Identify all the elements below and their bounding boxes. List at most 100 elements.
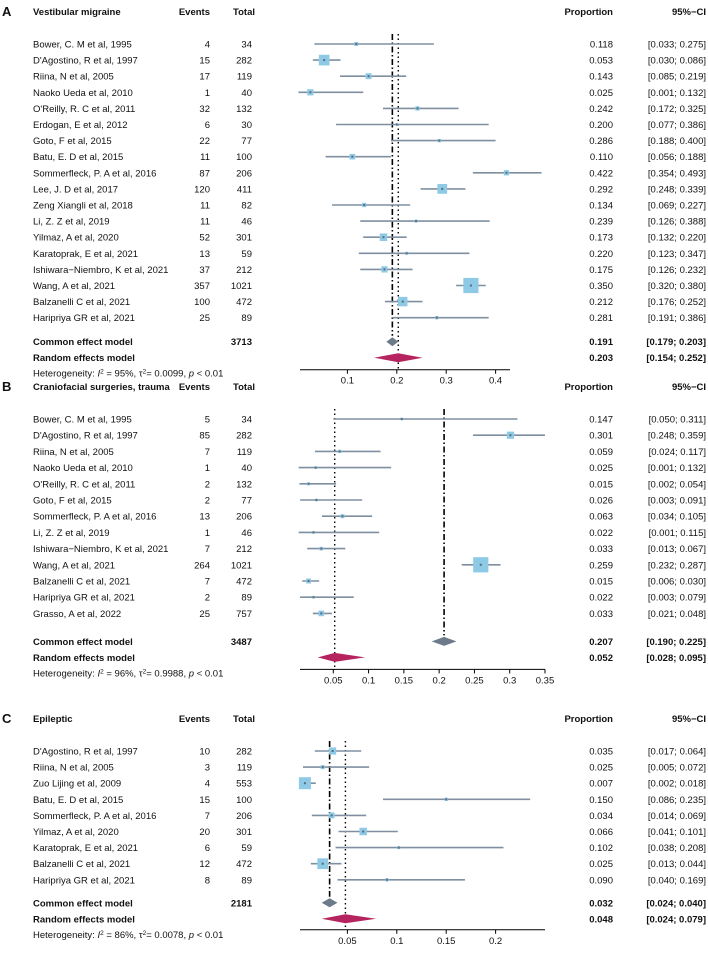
- study-proportion: 0.025: [589, 763, 613, 774]
- study-events: 17: [199, 72, 210, 83]
- heterogeneity-fragment: p: [188, 668, 194, 679]
- study-point: [441, 187, 444, 190]
- study-events: 264: [194, 560, 210, 571]
- study-point: [509, 434, 512, 437]
- common-effect-label: Common effect model: [33, 337, 133, 348]
- heterogeneity-value: < 0.01: [197, 930, 224, 941]
- study-point: [323, 59, 326, 62]
- study-proportion: 0.025: [589, 463, 613, 474]
- study-name: Li, Z. Z et al, 2019: [33, 528, 110, 539]
- study-proportion: 0.150: [589, 795, 613, 806]
- study-ci: [0.123; 0.347]: [648, 249, 706, 260]
- study-name: Haripriya GR et al, 2021: [33, 875, 135, 886]
- study-events: 85: [199, 431, 210, 442]
- study-name: Yilmaz, A et al, 2020: [33, 827, 119, 838]
- study-name: Zuo Lijing et al, 2009: [33, 779, 121, 790]
- study-name: Karatoprak, E et al, 2021: [33, 843, 138, 854]
- study-proportion: 0.063: [589, 512, 613, 523]
- study-ci: [0.002; 0.018]: [648, 779, 706, 790]
- study-point: [435, 316, 438, 319]
- study-events: 87: [199, 168, 210, 179]
- study-point: [341, 515, 344, 518]
- random-effects-diamond: [374, 353, 423, 363]
- panel-title: Epileptic: [33, 714, 73, 725]
- study-ci: [0.040; 0.169]: [648, 875, 706, 886]
- study-name: Goto, F et al, 2015: [33, 496, 112, 507]
- study-events: 3: [205, 763, 210, 774]
- study-name: Naoko Ueda et al, 2010: [33, 88, 133, 99]
- header-total: Total: [233, 714, 255, 725]
- study-events: 7: [205, 544, 210, 555]
- common-effect-label: Common effect model: [33, 637, 133, 648]
- header-proportion: Proportion: [564, 382, 613, 393]
- study-events: 357: [194, 281, 210, 292]
- heterogeneity-fragment: I: [97, 930, 100, 941]
- common-effect-label: Common effect model: [33, 898, 133, 909]
- study-ci: [0.191; 0.386]: [648, 313, 706, 324]
- study-ci: [0.248; 0.359]: [648, 431, 706, 442]
- study-total: 77: [241, 496, 252, 507]
- study-events: 4: [205, 779, 210, 790]
- study-events: 20: [199, 827, 210, 838]
- study-point: [367, 75, 370, 78]
- study-name: Riina, N et al, 2005: [33, 763, 114, 774]
- study-point: [400, 418, 403, 420]
- study-proportion: 0.066: [589, 827, 613, 838]
- study-total: 206: [236, 811, 252, 822]
- study-proportion: 0.134: [589, 201, 613, 212]
- study-proportion: 0.220: [589, 249, 613, 260]
- study-proportion: 0.212: [589, 297, 613, 308]
- study-proportion: 0.200: [589, 120, 613, 131]
- study-name: Batu, E. D et al, 2015: [33, 795, 123, 806]
- common-effect-total: 2181: [231, 898, 253, 909]
- study-events: 4: [205, 40, 210, 51]
- common-effect-diamond: [386, 337, 399, 347]
- heterogeneity-value: 86%: [115, 930, 135, 941]
- study-total: 100: [236, 152, 252, 163]
- study-proportion: 0.286: [589, 136, 613, 147]
- study-point: [331, 750, 334, 752]
- study-ci: [0.003; 0.079]: [648, 593, 706, 604]
- study-ci: [0.126; 0.388]: [648, 217, 706, 228]
- study-name: Naoko Ueda et al, 2010: [33, 463, 133, 474]
- study-name: Haripriya GR et al, 2021: [33, 313, 135, 324]
- study-total: 100: [236, 795, 252, 806]
- heterogeneity-fragment: =: [104, 668, 115, 679]
- study-events: 5: [205, 415, 210, 426]
- study-name: Balzanelli C et al, 2021: [33, 297, 130, 308]
- study-events: 13: [199, 512, 210, 523]
- study-events: 32: [199, 104, 210, 115]
- study-total: 472: [236, 577, 252, 588]
- heterogeneity-fragment: 2: [100, 668, 104, 675]
- heterogeneity-fragment: =: [146, 369, 154, 380]
- header-proportion: Proportion: [564, 7, 613, 18]
- study-events: 11: [200, 217, 210, 228]
- study-point: [362, 830, 365, 833]
- study-ci: [0.017; 0.064]: [648, 747, 706, 758]
- common-effect-diamond: [431, 636, 457, 646]
- study-total: 59: [241, 843, 252, 854]
- study-point: [312, 596, 315, 599]
- study-proportion: 0.292: [589, 184, 613, 195]
- study-point: [397, 846, 400, 849]
- heterogeneity-text: Heterogeneity: I2 = 96%, τ2= 0.9988, p <…: [33, 668, 223, 680]
- study-events: 2: [205, 593, 210, 604]
- study-point: [363, 204, 366, 206]
- study-point: [321, 766, 324, 769]
- heterogeneity-fragment: 2: [143, 368, 147, 375]
- study-proportion: 0.022: [589, 593, 613, 604]
- common-effect-ci: [0.024; 0.040]: [646, 898, 706, 909]
- study-total: 472: [236, 297, 252, 308]
- study-proportion: 0.053: [589, 56, 613, 67]
- header-ci: 95%−CI: [672, 382, 706, 393]
- study-proportion: 0.175: [589, 265, 613, 276]
- study-total: 82: [241, 201, 252, 212]
- study-ci: [0.006; 0.030]: [648, 577, 706, 588]
- study-total: 119: [237, 763, 252, 774]
- study-name: Balzanelli C et al, 2021: [33, 859, 130, 870]
- study-proportion: 0.015: [589, 577, 613, 588]
- study-proportion: 0.033: [589, 609, 613, 620]
- study-name: Grasso, A et al, 2022: [33, 609, 121, 620]
- study-events: 1: [205, 528, 210, 539]
- x-axis-tick-label: 0.1: [362, 675, 375, 686]
